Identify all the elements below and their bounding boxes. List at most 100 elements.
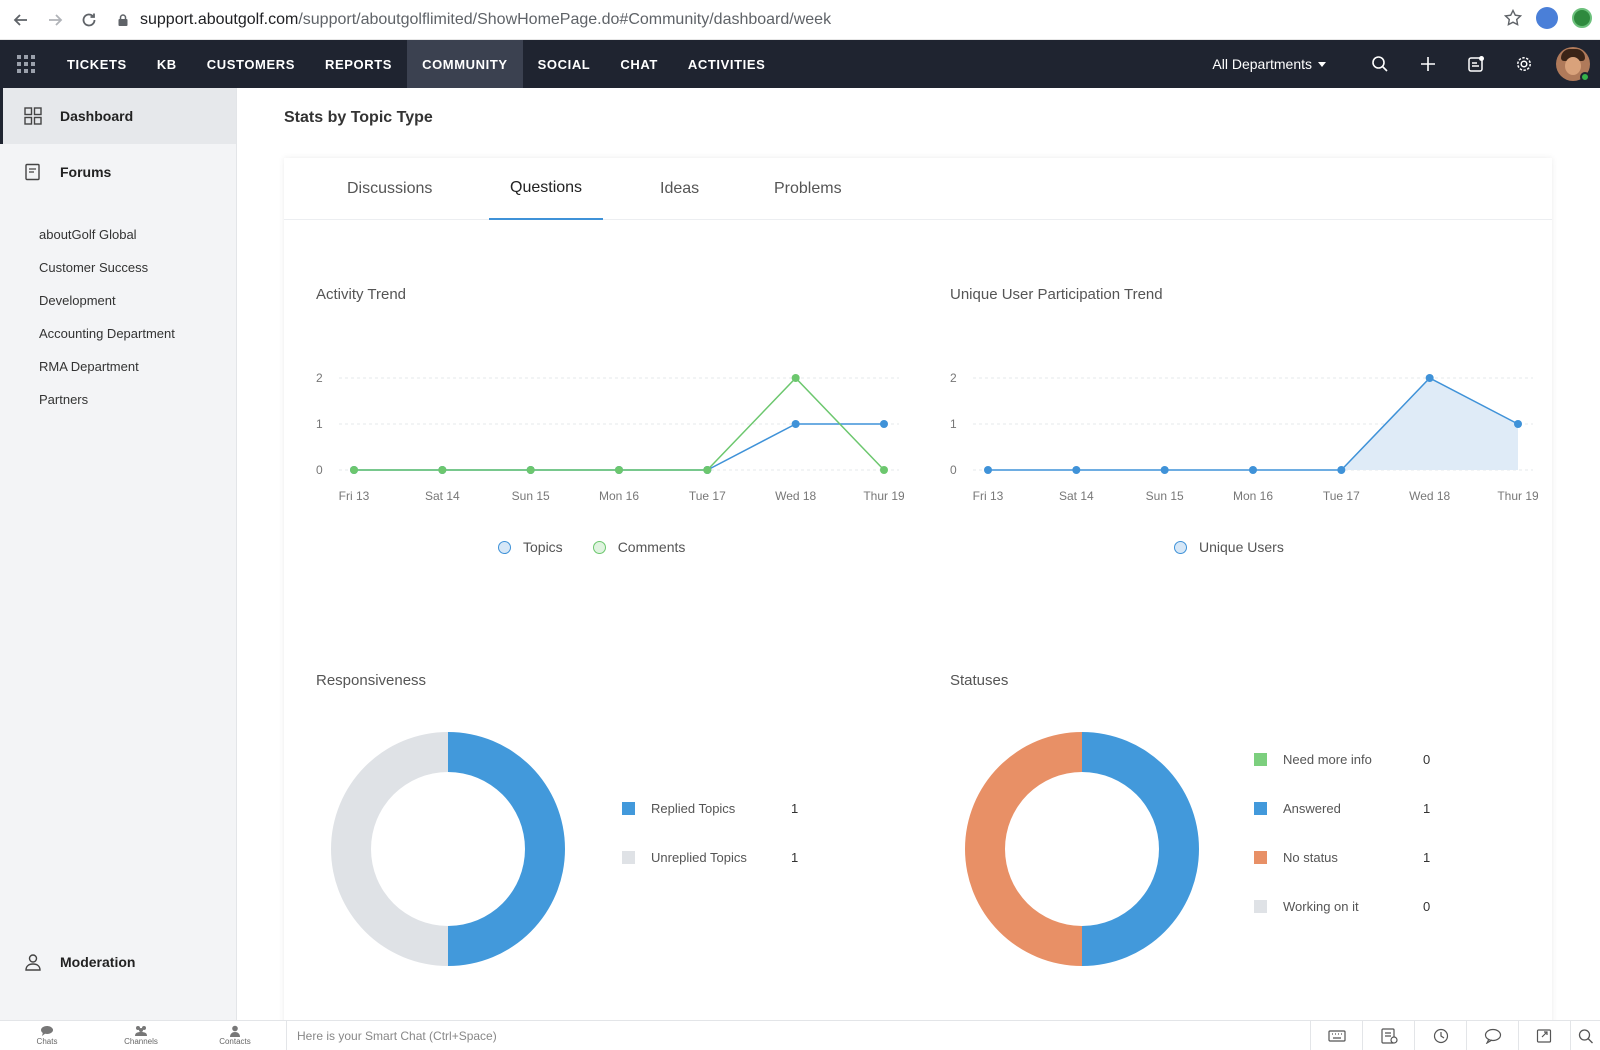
data-point [1514,420,1522,428]
channels-button[interactable]: Channels [94,1021,188,1050]
nav-tab-social[interactable]: SOCIAL [537,56,591,72]
legend-label: Need more info [1283,752,1372,767]
nav-tab-community[interactable]: COMMUNITY [407,40,523,88]
x-tick-label: Tue 17 [1323,489,1360,503]
extension-icon[interactable] [1572,8,1592,28]
sidebar: Dashboard Forums aboutGolf Global Custom… [0,88,237,1020]
forum-item-aboutgolf-global[interactable]: aboutGolf Global [39,227,137,242]
keyboard-icon[interactable] [1310,1021,1362,1050]
nav-tab-activities[interactable]: ACTIVITIES [687,56,766,72]
x-tick-label: Wed 18 [1409,489,1450,503]
legend-label: Replied Topics [651,801,736,816]
main-content: Stats by Topic Type Discussions Question… [237,88,1600,1038]
legend-swatch [1254,802,1267,815]
data-point [703,466,712,474]
add-icon[interactable] [1404,40,1452,88]
bookmark-star-icon[interactable] [1504,9,1522,27]
app-nav-bar: TICKETS KB CUSTOMERS REPORTS COMMUNITY S… [0,40,1600,88]
sidebar-item-dashboard[interactable]: Dashboard [0,88,236,144]
unique-users-title: Unique User Participation Trend [950,286,1163,303]
data-point [880,466,888,474]
forum-item-partners[interactable]: Partners [39,392,89,407]
responsiveness-donut [331,732,565,966]
apps-grid-icon[interactable] [0,40,52,88]
donut-slice [331,732,448,966]
x-tick-label: Sun 15 [512,489,550,503]
nav-tab-customers[interactable]: CUSTOMERS [206,56,296,72]
chats-label: Chats [36,1037,58,1046]
reload-icon[interactable] [76,7,102,33]
statuses-donut [965,732,1199,966]
contacts-button[interactable]: Contacts [188,1021,282,1050]
y-tick-label: 2 [316,371,323,385]
chats-button[interactable]: Chats [0,1021,94,1050]
smart-chat-input[interactable]: Here is your Smart Chat (Ctrl+Space) [286,1020,1286,1050]
unique-users-legend: Unique Users [1174,539,1314,555]
url-host: support.aboutgolf.com [140,10,299,28]
clock-icon[interactable] [1414,1021,1466,1050]
search-icon[interactable] [1356,40,1404,88]
legend-item-comments[interactable]: Comments [592,539,686,555]
statuses-legend: Need more info 0 Answered 1 No status 1 … [1254,735,1430,931]
notes-icon[interactable] [1362,1021,1414,1050]
gear-icon[interactable] [1500,40,1548,88]
online-status-dot [1580,72,1590,82]
share-icon[interactable] [1518,1021,1570,1050]
forum-list: aboutGolf Global Customer Success Develo… [0,218,236,416]
legend-label: Unique Users [1199,539,1284,555]
data-point [1160,466,1169,474]
nav-tab-chat[interactable]: CHAT [620,56,658,72]
forward-icon[interactable] [42,7,68,33]
data-point [791,374,800,382]
data-point [615,466,623,474]
legend-label: No status [1283,850,1338,865]
department-selector[interactable]: All Departments [1212,56,1326,72]
legend-row: Working on it 0 [1254,882,1430,931]
sidebar-item-moderation[interactable]: Moderation [0,934,236,990]
forum-item-customer-success[interactable]: Customer Success [39,260,149,275]
forum-item-rma-department[interactable]: RMA Department [39,359,139,374]
legend-row: Answered 1 [1254,784,1430,833]
tab-discussions[interactable]: Discussions [347,180,433,197]
sidebar-item-forums[interactable]: Forums [0,144,236,200]
topic-type-tabs: Discussions Questions Ideas Problems [284,158,1552,220]
sidebar-item-label: Moderation [60,954,136,970]
forum-item-development[interactable]: Development [39,293,116,308]
legend-row: Replied Topics 1 [622,784,798,833]
tab-ideas[interactable]: Ideas [660,180,700,197]
stats-card: Discussions Questions Ideas Problems Act… [284,158,1552,1038]
back-icon[interactable] [8,7,34,33]
legend-swatch [1254,753,1267,766]
statuses-title: Statuses [950,672,1009,689]
address-bar[interactable]: support.aboutgolf.com/support/aboutgolfl… [116,11,831,29]
chat-bubble-icon [41,1026,53,1036]
comments-icon[interactable] [1466,1021,1518,1050]
legend-label: Comments [617,539,686,555]
legend-row: Need more info 0 [1254,735,1430,784]
caret-down-icon [1318,61,1326,67]
legend-item-unique-users[interactable]: Unique Users [1174,539,1284,555]
legend-item-topics[interactable]: Topics [498,539,563,555]
legend-marker [1174,540,1187,554]
forum-item-accounting-department[interactable]: Accounting Department [39,326,175,341]
extension-icon[interactable] [1536,7,1558,29]
y-tick-label: 1 [950,417,957,431]
nav-tab-kb[interactable]: KB [156,56,177,72]
y-tick-label: 2 [950,371,957,385]
tab-questions[interactable]: Questions [489,158,604,220]
legend-label: Unreplied Topics [651,850,747,865]
y-tick-label: 0 [316,463,323,477]
notifications-icon[interactable] [1452,40,1500,88]
legend-swatch [622,851,635,864]
data-point [526,466,535,474]
nav-tab-tickets[interactable]: TICKETS [67,56,127,72]
donut-slice [448,732,565,966]
legend-value: 0 [1423,752,1431,767]
series-area [988,378,1518,470]
nav-tab-reports[interactable]: REPORTS [325,56,393,72]
responsiveness-title: Responsiveness [316,672,427,689]
data-point [984,466,992,474]
x-tick-label: Sat 14 [1059,489,1094,503]
tab-problems[interactable]: Problems [774,180,842,197]
search-icon[interactable] [1570,1021,1600,1050]
